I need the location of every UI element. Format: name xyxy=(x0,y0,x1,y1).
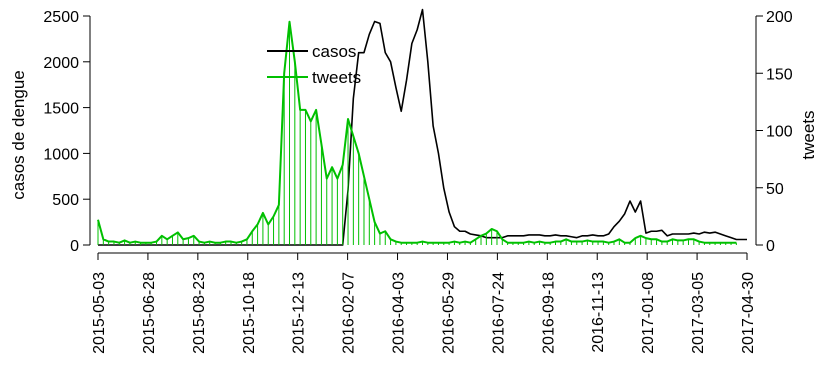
x-axis: 2015-05-03 2015-06-28 2015-08-23 2015-10-18… xyxy=(91,252,757,354)
left-tick-label: 0 xyxy=(70,238,79,255)
right-tick-label: 50 xyxy=(766,181,784,198)
x-tick-label: 2017-04-30 xyxy=(740,272,757,354)
x-tick-label: 2015-05-03 xyxy=(91,272,108,354)
x-tick-label: 2016-04-03 xyxy=(391,272,408,354)
left-tick-label: 500 xyxy=(52,192,79,209)
x-tick-label: 2015-06-28 xyxy=(141,272,158,354)
legend-tweets-label: tweets xyxy=(312,68,361,87)
left-tick-label: 2500 xyxy=(43,9,79,26)
legend: casos tweets xyxy=(267,42,361,87)
x-tick-label: 2016-02-07 xyxy=(341,272,358,354)
right-tick-label: 0 xyxy=(766,238,775,255)
x-tick-label: 2015-12-13 xyxy=(291,272,308,354)
right-tick-label: 100 xyxy=(766,124,793,141)
x-tick-label: 2016-11-13 xyxy=(590,272,607,353)
x-tick-label: 2017-03-05 xyxy=(690,272,707,354)
right-axis-label: tweets xyxy=(799,110,818,159)
left-y-axis: 0 500 1000 1500 2000 2500 xyxy=(43,9,91,255)
legend-casos-label: casos xyxy=(312,42,356,61)
x-tick-label: 2015-10-18 xyxy=(241,272,258,354)
left-tick-label: 1500 xyxy=(43,101,79,118)
casos-line xyxy=(98,8,747,246)
left-tick-label: 1000 xyxy=(43,146,79,163)
right-tick-label: 200 xyxy=(766,9,793,26)
left-axis-label: casos de dengue xyxy=(9,70,28,200)
plot-area xyxy=(97,8,747,246)
x-tick-label: 2015-08-23 xyxy=(191,272,208,354)
tweets-line xyxy=(97,20,737,244)
right-tick-label: 150 xyxy=(766,66,793,83)
x-tick-label: 2016-07-24 xyxy=(490,272,507,354)
left-tick-label: 2000 xyxy=(43,55,79,72)
x-tick-label: 2016-05-29 xyxy=(440,272,457,354)
x-tick-label: 2017-01-08 xyxy=(640,272,657,354)
right-y-axis: 0 50 100 150 200 xyxy=(755,9,793,255)
x-tick-label: 2016-09-18 xyxy=(540,272,557,354)
